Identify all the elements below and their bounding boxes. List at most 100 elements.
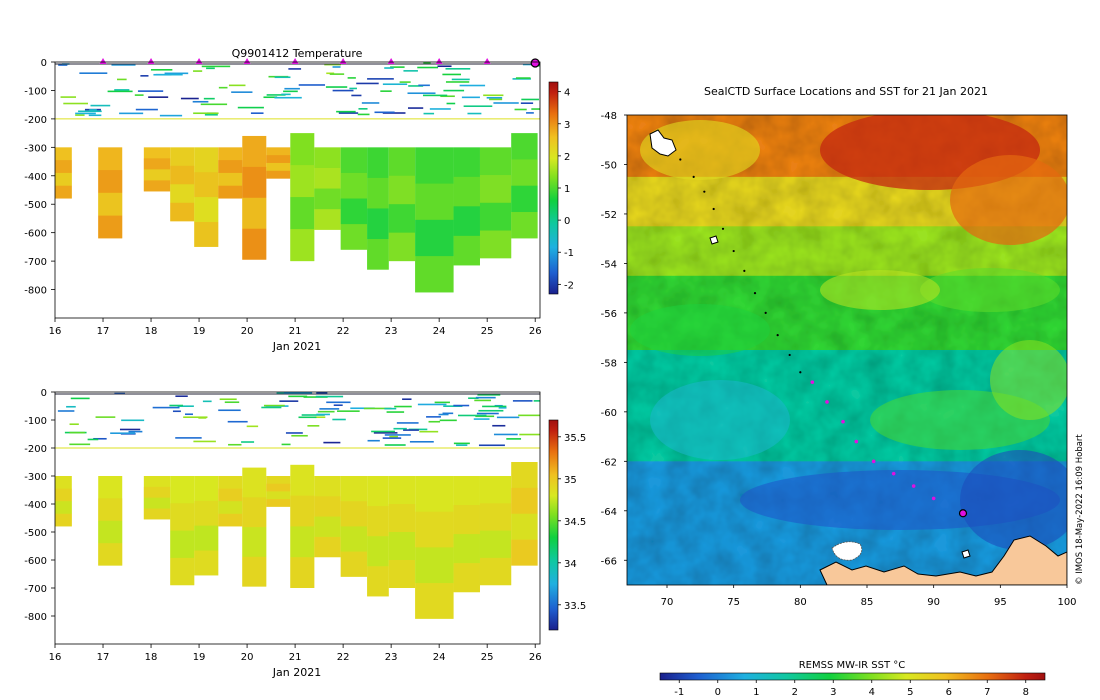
sst-colorbar-tick-label: 8 [1023, 687, 1029, 698]
upper-streak [324, 63, 341, 66]
upper-streak [437, 65, 452, 68]
x-tick-label: 23 [385, 326, 398, 337]
upper-streak [175, 437, 202, 439]
upper-streak [263, 96, 278, 99]
upper-streak [526, 112, 534, 114]
sea-ice-patch [831, 541, 863, 561]
upper-streak [274, 96, 302, 99]
map-title: SealCTD Surface Locations and SST for 21… [704, 85, 988, 98]
upper-streak [453, 442, 470, 445]
upper-streak [288, 395, 308, 398]
sst-eddy [990, 340, 1067, 420]
upper-streak [506, 438, 522, 440]
upper-streak [493, 433, 518, 436]
profile-band [170, 165, 195, 185]
upper-streak [326, 401, 351, 404]
profile-band [266, 499, 291, 507]
upper-streak [316, 413, 330, 416]
sst-colorbar-tick-label: 6 [946, 687, 952, 698]
x-tick-label: 22 [337, 652, 350, 663]
profile-band [55, 185, 72, 199]
surface-marker [387, 58, 395, 64]
upper-streak [389, 435, 398, 438]
upper-streak [458, 414, 487, 417]
profile-band [266, 155, 291, 163]
sst-colorbar-tick-label: 1 [753, 687, 759, 698]
colorbar-tick-label: -2 [564, 280, 574, 291]
upper-streak [279, 400, 299, 402]
upper-streak [57, 410, 75, 412]
upper-streak [347, 77, 356, 79]
colorbar-tick-label: 35.5 [564, 433, 586, 444]
profile-band [453, 563, 480, 593]
sst-eddy [960, 450, 1067, 550]
surface-markers [99, 58, 540, 68]
upper-streak [88, 114, 102, 117]
profile-band [367, 506, 389, 537]
upper-streak [201, 65, 231, 68]
surface-marker [147, 58, 155, 64]
x-tick-label: 19 [193, 326, 206, 337]
upper-streak [307, 425, 320, 427]
upper-streak [474, 399, 492, 402]
upper-streak [519, 433, 540, 436]
colorbar-tick-label: 3 [564, 120, 570, 131]
y-tick-label: -500 [24, 528, 47, 539]
profile-band [170, 530, 195, 558]
lat-tick-label: -48 [601, 111, 617, 122]
upper-streak [515, 77, 531, 79]
profile-band [415, 256, 454, 293]
sst-colorbar-label: REMSS MW-IR SST °C [799, 660, 906, 671]
profile-band [194, 222, 219, 247]
profile-band [415, 547, 454, 584]
lat-tick-label: -66 [601, 556, 617, 567]
profile-band [340, 224, 368, 250]
upper-streak [169, 404, 184, 407]
y-tick-label: -100 [24, 86, 47, 97]
temperature-x-axis: 16 17 18 19 20 21 22 23 24 25 26 [49, 318, 542, 337]
profile-band [194, 172, 219, 198]
x-tick-label: 16 [49, 326, 62, 337]
colorbar-tick-label: 2 [564, 152, 570, 163]
upper-streak [121, 419, 145, 422]
upper-streak [93, 437, 107, 440]
profile-band [143, 169, 171, 181]
profile-band [511, 212, 538, 239]
sst-colorbar-tick-label: 5 [907, 687, 913, 698]
salinity-plot-frame [54, 391, 541, 645]
upper-streak [386, 411, 405, 413]
sst-colorbar-tick-label: 2 [792, 687, 798, 698]
upper-streak [403, 70, 418, 72]
profile-band [218, 172, 243, 186]
antarctic-land [819, 535, 1067, 585]
upper-streak [533, 400, 540, 402]
upper-streak [358, 108, 368, 110]
upper-streak [184, 413, 193, 416]
upper-streak [319, 408, 340, 410]
profile-band [314, 496, 341, 517]
profile-band [388, 532, 416, 560]
upper-streak [114, 89, 130, 91]
profile-band [290, 165, 315, 198]
upper-streak [461, 96, 480, 99]
x-tick-label: 18 [145, 326, 158, 337]
upper-streak [218, 86, 228, 89]
upper-streak [476, 412, 499, 415]
upper-streak [332, 66, 341, 68]
upper-streak [192, 100, 209, 103]
profile-band [511, 539, 538, 566]
upper-streak [202, 400, 212, 403]
profile-band [340, 526, 368, 552]
credit-text: © IMOS 18-May-2022 16:09 Hobart [1075, 434, 1085, 585]
y-tick-label: -700 [24, 257, 47, 268]
y-tick-label: -300 [24, 472, 47, 483]
recent-track-point [810, 380, 815, 384]
profile-band [290, 495, 315, 527]
profile-band [453, 176, 480, 207]
upper-streak [164, 72, 189, 75]
temperature-x-label: Jan 2021 [272, 340, 321, 353]
profile-band [170, 184, 195, 203]
upper-streak [314, 416, 326, 419]
upper-streak [496, 416, 520, 419]
x-tick-label: 21 [289, 652, 302, 663]
